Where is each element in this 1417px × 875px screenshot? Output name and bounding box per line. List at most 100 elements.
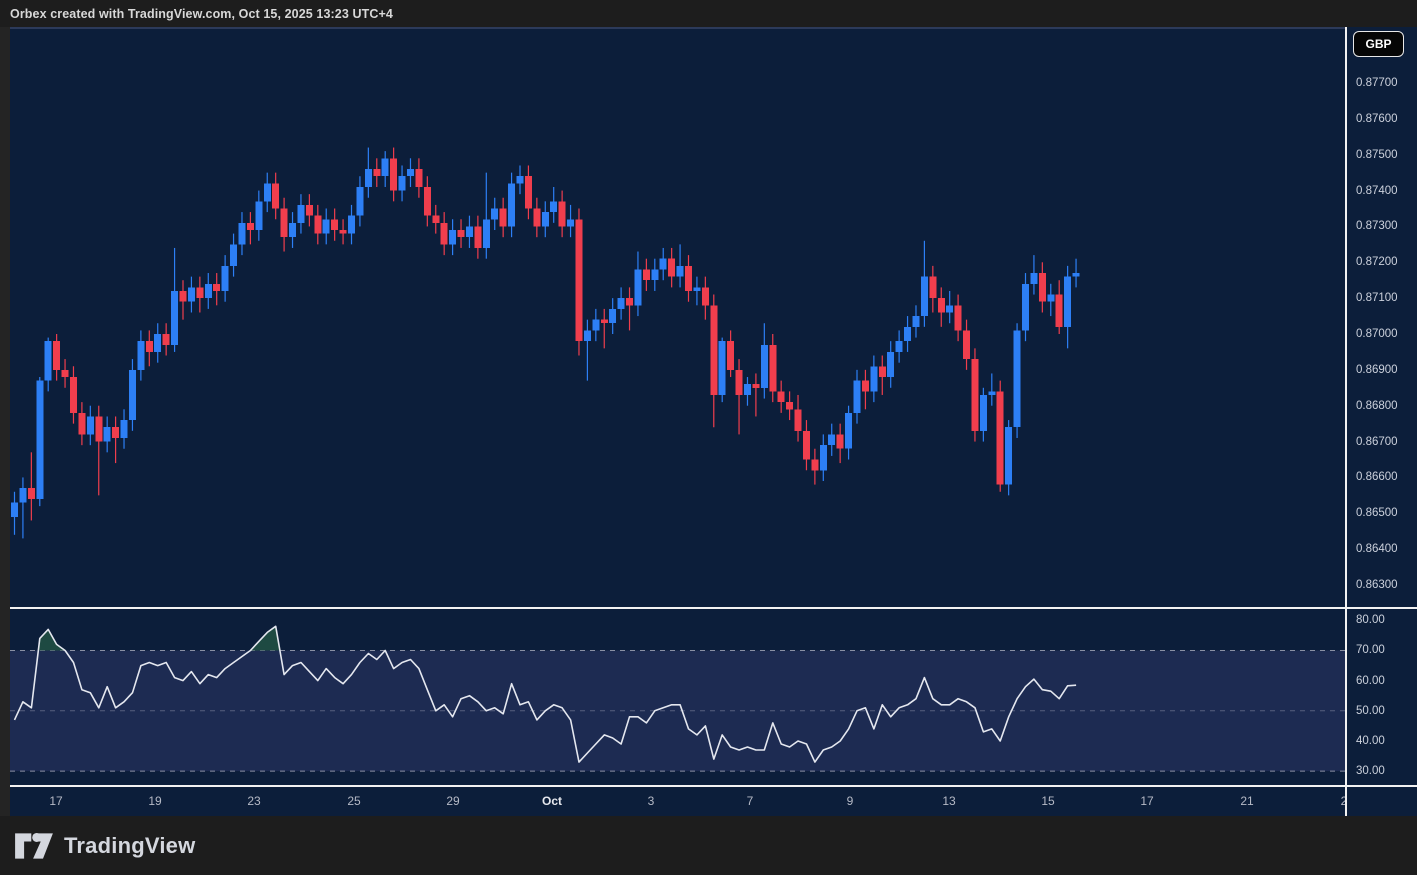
- candle-body: [1055, 294, 1063, 327]
- price-tick-label: 0.86700: [1356, 435, 1398, 448]
- candle-body: [954, 305, 962, 331]
- time-axis-separator: [10, 785, 1417, 787]
- candle-body: [19, 488, 27, 503]
- candlestick-chart[interactable]: [10, 29, 1345, 607]
- candle-body: [272, 183, 280, 209]
- rsi-overbought-fill: [250, 626, 280, 651]
- candle-body: [828, 434, 836, 446]
- candle-body: [221, 265, 229, 291]
- candle-body: [904, 326, 912, 342]
- title-bar: Orbex created with TradingView.com, Oct …: [0, 0, 1417, 27]
- candle-body: [145, 341, 153, 352]
- candle-body: [676, 265, 684, 277]
- candle-body: [1064, 276, 1072, 327]
- time-tick-label: 23: [247, 794, 261, 808]
- time-tick-label: 7: [746, 794, 754, 808]
- candle-body: [701, 287, 709, 306]
- candle-body: [162, 333, 170, 345]
- candle-body: [449, 230, 457, 245]
- candle-body: [912, 316, 920, 327]
- candle-body: [659, 258, 667, 270]
- candle-body: [516, 176, 524, 184]
- candle-body: [331, 219, 339, 231]
- price-axis[interactable]: GBP 0.87700 0.87600 0.87500 0.87400 0.87300 0…: [1345, 27, 1417, 816]
- pane-top-border: [10, 27, 1417, 29]
- candle-body: [558, 201, 566, 227]
- candle-body: [811, 459, 819, 471]
- candle-body: [802, 430, 810, 460]
- candle-body: [53, 341, 61, 370]
- candle-body: [609, 308, 617, 324]
- candle-body: [853, 380, 861, 413]
- rsi-tick-label: 30.00: [1356, 765, 1385, 778]
- price-tick-label: 0.86800: [1356, 399, 1398, 412]
- candle-body: [583, 330, 591, 342]
- time-axis[interactable]: 17 19 23 25 29 Oct 3 7 9 13 15 17 21 2: [10, 787, 1345, 816]
- candle-body: [626, 298, 634, 306]
- candle-body: [1022, 283, 1029, 331]
- candle-body: [743, 384, 751, 395]
- candle-body: [760, 344, 768, 388]
- candle-body: [769, 344, 777, 392]
- candle-body: [937, 298, 945, 313]
- rsi-chart[interactable]: [10, 609, 1345, 785]
- candle-body: [988, 391, 996, 395]
- rsi-tick-label: 40.00: [1356, 734, 1385, 747]
- rsi-tick-label: 60.00: [1356, 674, 1385, 687]
- candle-body: [187, 287, 195, 302]
- time-tick-label: 21: [1240, 794, 1254, 808]
- candle-body: [465, 226, 473, 238]
- price-tick-label: 0.87200: [1356, 256, 1398, 269]
- candle-body: [541, 212, 549, 227]
- candle-body: [171, 290, 179, 345]
- candle-body: [508, 183, 516, 227]
- time-tick-label: 25: [347, 794, 361, 808]
- candle-body: [78, 412, 86, 435]
- candle-body: [668, 258, 676, 277]
- candle-body: [920, 276, 928, 317]
- candle-body: [634, 269, 642, 306]
- footer-bar: TradingView: [0, 816, 1417, 875]
- currency-badge[interactable]: GBP: [1353, 31, 1404, 57]
- candle-body: [103, 427, 111, 442]
- candle-body: [196, 287, 204, 299]
- candle-body: [642, 269, 650, 281]
- candle-body: [794, 409, 802, 431]
- price-tick-label: 0.87500: [1356, 148, 1398, 161]
- candle-body: [929, 276, 937, 299]
- price-tick-label: 0.86400: [1356, 543, 1398, 556]
- rsi-pane[interactable]: [10, 609, 1345, 785]
- candle-body: [457, 230, 465, 238]
- rsi-tick-label: 80.00: [1356, 614, 1385, 627]
- candle-body: [314, 215, 322, 234]
- candle-body: [305, 204, 313, 216]
- tradingview-logo-icon[interactable]: [13, 828, 55, 864]
- pane-separator[interactable]: [10, 607, 1417, 609]
- price-pane[interactable]: [10, 29, 1345, 607]
- candle-body: [348, 215, 355, 234]
- tradingview-wordmark[interactable]: TradingView: [64, 832, 196, 858]
- candle-body: [230, 244, 238, 266]
- candle-body: [1047, 294, 1055, 302]
- candle-body: [819, 445, 827, 471]
- candle-body: [575, 219, 583, 342]
- candle-body: [845, 412, 853, 449]
- candle-body: [1072, 273, 1080, 277]
- candle-body: [592, 319, 600, 331]
- candle-body: [482, 219, 490, 248]
- price-tick-label: 0.87600: [1356, 112, 1398, 125]
- candle-body: [322, 219, 330, 234]
- candle-body: [27, 488, 35, 499]
- candle-body: [44, 341, 52, 381]
- candle-body: [364, 169, 372, 187]
- candle-body: [710, 305, 718, 395]
- candle-body: [406, 169, 414, 177]
- candle-body: [1030, 273, 1038, 284]
- candle-body: [718, 341, 726, 395]
- candle-body: [154, 333, 162, 352]
- price-tick-label: 0.86600: [1356, 471, 1398, 484]
- price-tick-label: 0.87300: [1356, 220, 1398, 233]
- candle-body: [600, 319, 608, 324]
- candle-body: [213, 283, 221, 291]
- candle-body: [432, 215, 440, 223]
